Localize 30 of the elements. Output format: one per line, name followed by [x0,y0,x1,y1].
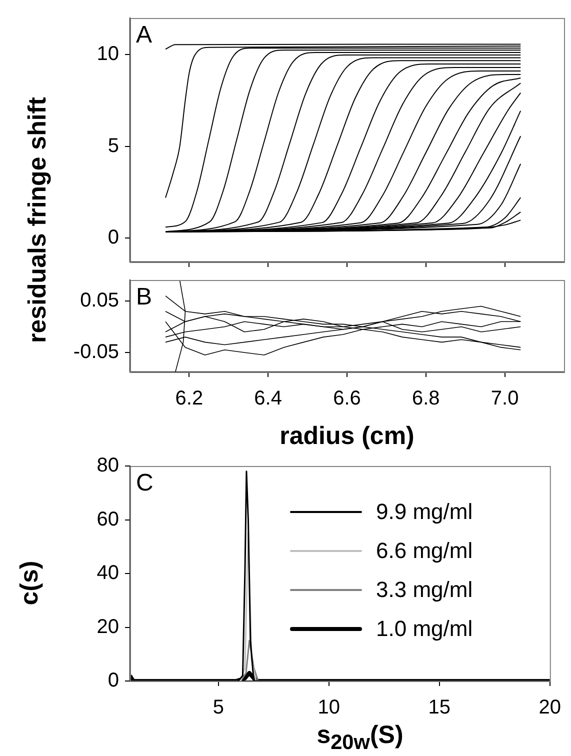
x-tick-label: 5 [212,696,224,719]
y-tick-label: 80 [96,454,119,477]
x-axis-title: s$_{20w}$(S) [316,721,404,755]
y-tick-label: 20 [96,616,119,638]
annotation: C [136,470,154,497]
annotation: B [136,284,152,311]
y-tick-label: -0.05 [73,340,119,363]
x-tick-label: 6.2 [175,388,204,410]
x-tick-label: 6.8 [412,388,440,410]
legend-label: 9.9 mg/ml [376,498,473,524]
legend-label: 3.3 mg/ml [376,576,473,602]
x-tick-label: 7.0 [490,388,519,410]
x-tick-label: 10 [318,696,340,719]
x-tick-label: 20 [538,696,561,719]
y-axis-title: residuals fringe shift [24,97,52,343]
x-tick-label: 6.6 [333,388,361,410]
y-axis-title: c(s) [16,560,44,606]
y-tick-label: 10 [96,43,119,66]
x-axis-title: radius (cm) [280,422,414,451]
y-tick-label: 0.05 [80,290,119,312]
x-tick-label: 15 [428,696,451,719]
y-tick-label: 5 [108,134,119,157]
legend-label: 1.0 mg/ml [376,616,473,642]
y-tick-label: 0 [108,226,119,249]
y-tick-label: 60 [96,508,119,530]
y-tick-label: 40 [96,562,119,584]
legend-label: 6.6 mg/ml [376,538,473,564]
annotation: A [136,22,152,49]
y-tick-label: 0 [108,670,119,692]
x-tick-label: 6.4 [254,388,282,410]
